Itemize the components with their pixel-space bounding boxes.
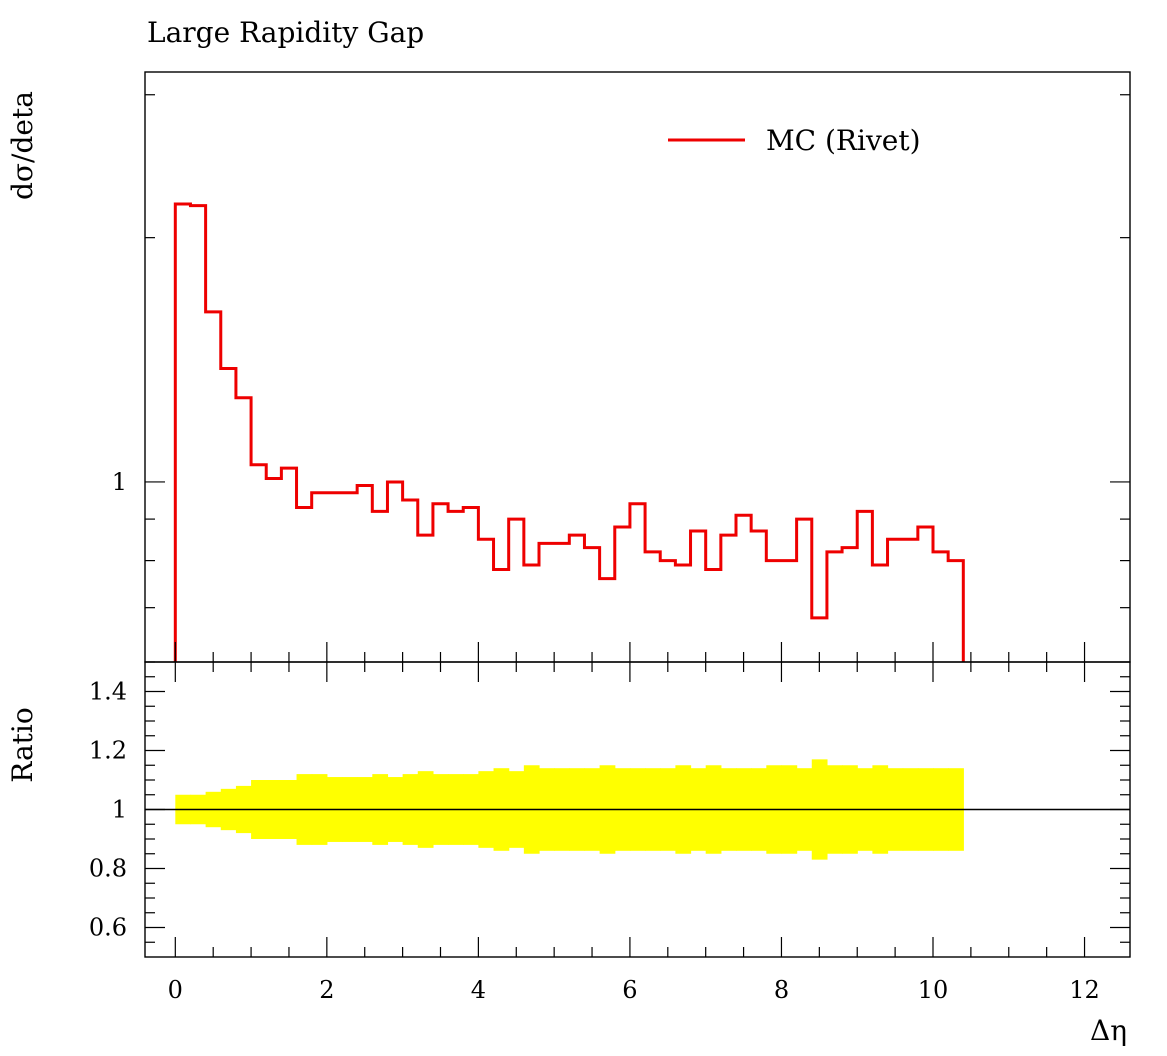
x-tick-label: 6 bbox=[622, 976, 637, 1004]
tick-labels: 0 2 4 6 8 10 12 1 0.6 0.8 1 1.2 1.4 bbox=[89, 468, 1100, 1004]
ratio-tick-label: 0.6 bbox=[89, 914, 127, 942]
legend-entry-mc-rivet: MC (Rivet) bbox=[766, 124, 921, 157]
chart-title: Large Rapidity Gap bbox=[147, 16, 424, 49]
ratio-tick-label: 1.4 bbox=[89, 678, 127, 706]
x-tick-label: 12 bbox=[1069, 976, 1100, 1004]
ratio-tick-label: 1 bbox=[112, 796, 127, 824]
legend: MC (Rivet) bbox=[668, 124, 921, 157]
ratio-axis-label: Ratio bbox=[6, 707, 39, 782]
x-tick-label: 0 bbox=[168, 976, 183, 1004]
ratio-tick-label: 1.2 bbox=[89, 737, 127, 765]
x-tick-label: 4 bbox=[471, 976, 486, 1004]
main-plot-frame bbox=[144, 71, 1131, 663]
ratio-tick-label: 0.8 bbox=[89, 855, 127, 883]
x-tick-label: 8 bbox=[774, 976, 789, 1004]
x-tick-label: 10 bbox=[918, 976, 949, 1004]
histogram-line-mc-rivet bbox=[173, 202, 965, 662]
y-tick-label: 1 bbox=[112, 468, 127, 496]
x-tick-label: 2 bbox=[319, 976, 334, 1004]
x-axis-label: Δη bbox=[1090, 1014, 1127, 1047]
axis-ticks bbox=[145, 94, 1130, 957]
y-axis-label: dσ/deta bbox=[6, 91, 39, 200]
